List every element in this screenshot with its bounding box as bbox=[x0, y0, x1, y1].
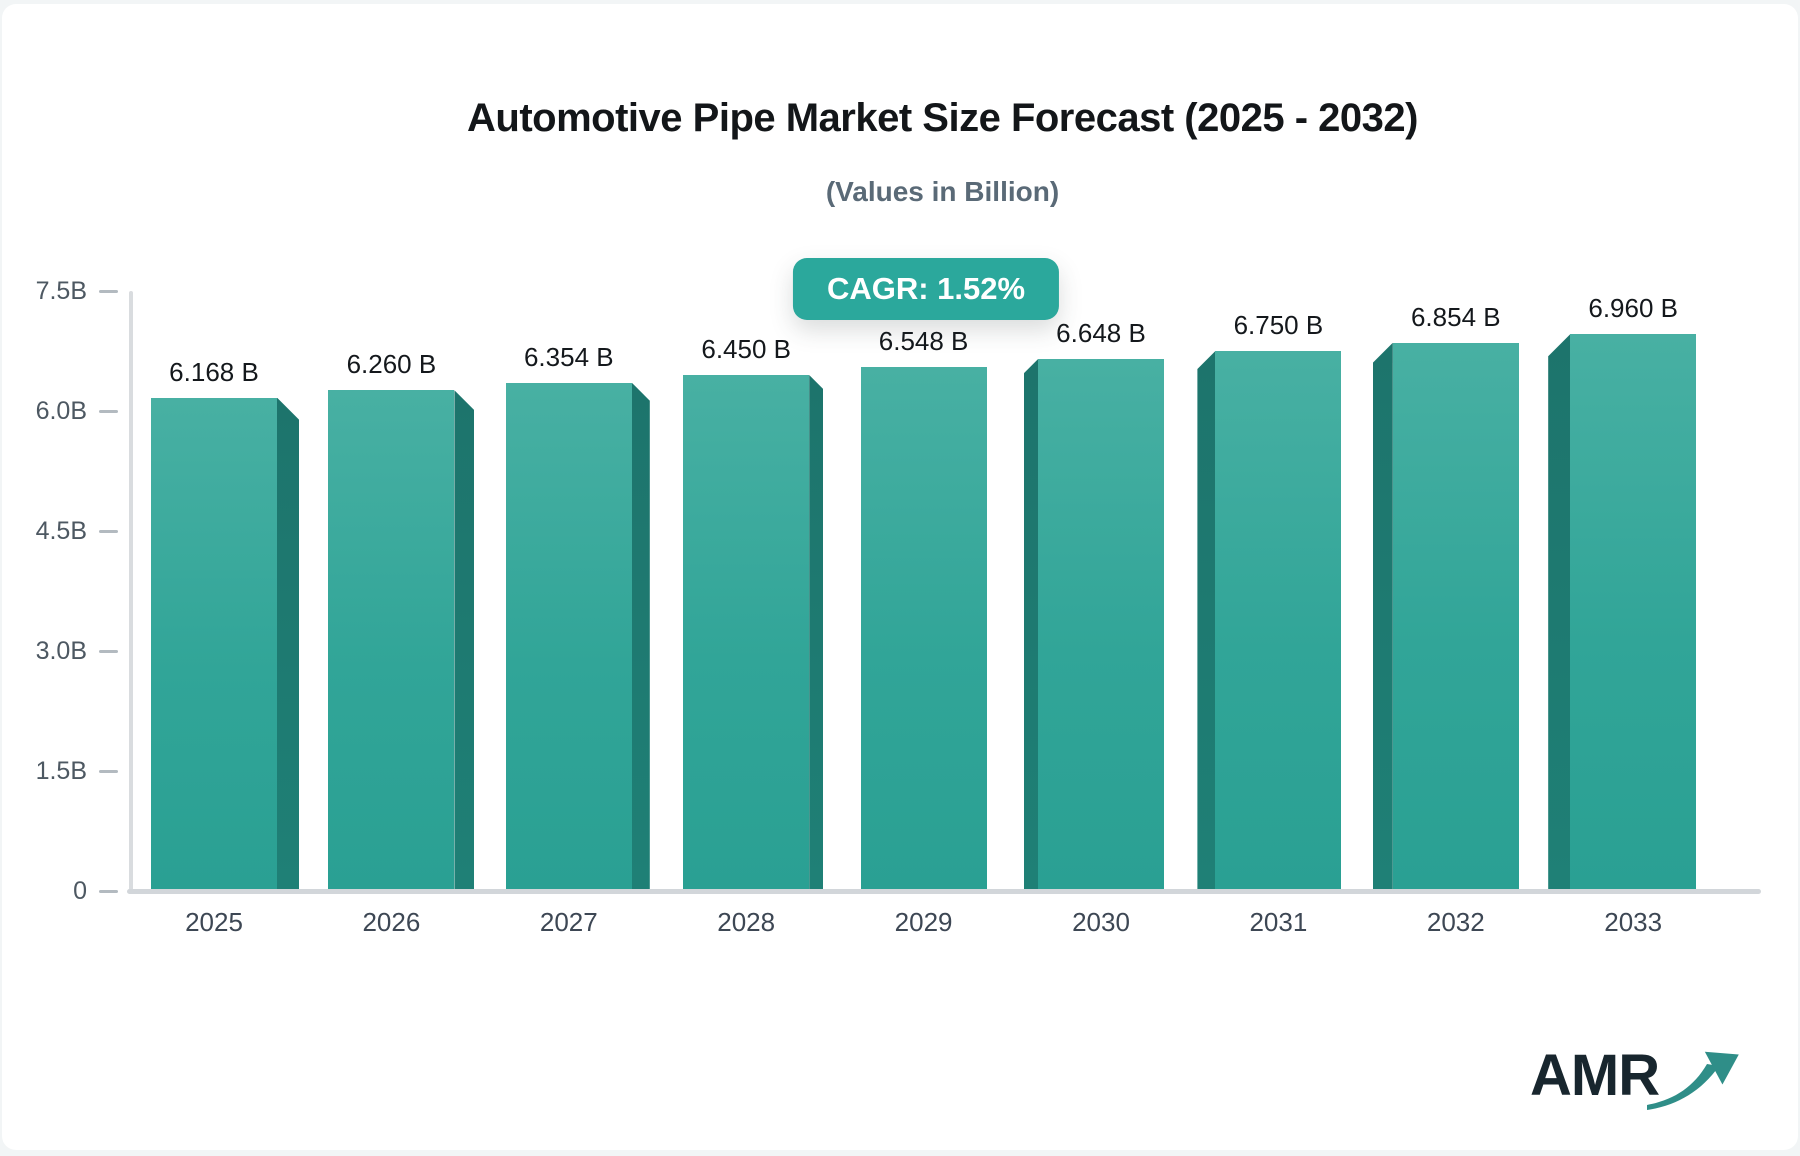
y-axis-tick-label: 4.5B bbox=[35, 516, 87, 545]
y-axis-tick-label: 6.0B bbox=[35, 396, 87, 425]
y-axis: 0 1.5B 3.0B 4.5B 6.0B 7.5B bbox=[2, 277, 132, 905]
y-axis-tick-mark bbox=[99, 889, 118, 893]
bar-2031[interactable] bbox=[1197, 351, 1342, 891]
x-axis-line bbox=[127, 889, 1761, 894]
bar-value-label: 6.960 B bbox=[1588, 293, 1678, 324]
bar-value-label: 6.548 B bbox=[878, 326, 969, 357]
y-axis-line bbox=[129, 291, 133, 893]
bar-value-label: 6.854 B bbox=[1410, 301, 1501, 332]
bar-2028[interactable] bbox=[683, 375, 824, 891]
cagr-badge: CAGR: 1.52% bbox=[792, 258, 1060, 320]
bar-side-face bbox=[1024, 359, 1038, 891]
y-axis-tick-label: 1.5B bbox=[35, 756, 87, 785]
y-axis-tick: 1.5B bbox=[2, 756, 132, 785]
y-axis-tick: 7.5B bbox=[2, 276, 132, 305]
bar-group-2026: 6.260 B bbox=[328, 291, 475, 891]
bar-2032[interactable] bbox=[1372, 342, 1519, 891]
y-axis-tick: 6.0B bbox=[2, 396, 132, 425]
x-axis-label-2028: 2028 bbox=[717, 907, 776, 937]
x-axis-label-2025: 2025 bbox=[185, 907, 243, 937]
bar-face bbox=[328, 390, 455, 891]
bar-value-label: 6.648 B bbox=[1056, 318, 1146, 349]
bar-value-label: 6.750 B bbox=[1233, 310, 1324, 340]
bar-face bbox=[505, 382, 632, 891]
y-axis-tick: 0 bbox=[2, 876, 132, 905]
x-axis-label-2029: 2029 bbox=[894, 907, 953, 937]
bar-2026[interactable] bbox=[328, 390, 475, 891]
bar-side-face bbox=[631, 382, 650, 891]
y-axis-tick-mark bbox=[99, 289, 118, 293]
bar-side-face bbox=[454, 390, 475, 891]
bar-side-face bbox=[1548, 334, 1571, 891]
y-axis-tick: 4.5B bbox=[2, 516, 132, 545]
bar-side-face bbox=[1197, 351, 1216, 891]
bar-group-2032: 6.854 B bbox=[1372, 291, 1519, 891]
x-axis-labels: 2025 2026 2027 2028 2029 2030 2031 2032 2033 bbox=[132, 907, 1757, 947]
bar-face bbox=[683, 375, 810, 891]
y-axis-tick-mark bbox=[99, 649, 118, 653]
bar-face bbox=[151, 397, 277, 891]
bar-value-label: 6.450 B bbox=[701, 334, 791, 364]
y-axis-tick-label: 3.0B bbox=[35, 636, 87, 665]
amr-logo: AMR bbox=[1530, 1034, 1739, 1124]
plot-area: 6.168 B 6.260 B 6.354 B 6.450 B 6.548 B 6.648… bbox=[132, 291, 1757, 891]
bar-face bbox=[1215, 351, 1342, 891]
bar-group-2031: 6.750 B bbox=[1197, 291, 1342, 891]
x-axis-label-2030: 2030 bbox=[1072, 907, 1130, 937]
y-axis-tick-label: 7.5B bbox=[35, 276, 87, 305]
bar-value-label: 6.168 B bbox=[169, 356, 259, 387]
bar-2033[interactable] bbox=[1548, 334, 1697, 891]
y-axis-tick-mark bbox=[99, 769, 118, 773]
bar-side-face bbox=[809, 375, 824, 891]
bar-group-2027: 6.354 B bbox=[505, 291, 650, 891]
x-axis-label-2031: 2031 bbox=[1249, 907, 1308, 937]
bar-face bbox=[1570, 334, 1697, 891]
bar-face bbox=[1038, 359, 1164, 891]
bar-2025[interactable] bbox=[151, 397, 299, 891]
chart-subtitle: (Values in Billion) bbox=[825, 176, 1060, 207]
bar-group-2025: 6.168 B bbox=[151, 291, 299, 891]
bar-value-label: 6.354 B bbox=[523, 341, 614, 372]
amr-logo-text: AMR bbox=[1530, 1043, 1660, 1108]
chart-title: Automotive Pipe Market Size Forecast (20… bbox=[467, 96, 1418, 140]
y-axis-tick-mark bbox=[99, 409, 118, 413]
x-axis-label-2033: 2033 bbox=[1604, 907, 1663, 937]
bar-group-2033: 6.960 B bbox=[1548, 291, 1697, 891]
bar-value-label: 6.260 B bbox=[346, 349, 437, 380]
chart-card: Automotive Pipe Market Size Forecast (20… bbox=[2, 4, 1798, 1150]
y-axis-tick-mark bbox=[99, 529, 118, 533]
bar-2030[interactable] bbox=[1024, 359, 1164, 891]
bar-side-face bbox=[277, 397, 299, 891]
y-axis-tick: 3.0B bbox=[2, 636, 132, 665]
y-axis-tick-label: 0 bbox=[73, 876, 87, 905]
growth-arrow-icon bbox=[1647, 1051, 1739, 1110]
x-axis-label-2032: 2032 bbox=[1426, 907, 1485, 937]
bar-2027[interactable] bbox=[505, 382, 650, 891]
x-axis-label-2027: 2027 bbox=[539, 907, 598, 937]
bar-face bbox=[1392, 342, 1519, 891]
bar-group-2029: 6.548 B bbox=[860, 291, 987, 891]
bar-side-face bbox=[1372, 342, 1393, 891]
bar-group-2028: 6.450 B bbox=[683, 291, 824, 891]
x-axis-label-2026: 2026 bbox=[362, 907, 421, 937]
bar-face bbox=[860, 367, 987, 891]
bar-2029[interactable] bbox=[860, 367, 987, 891]
bar-group-2030: 6.648 B bbox=[1024, 291, 1164, 891]
